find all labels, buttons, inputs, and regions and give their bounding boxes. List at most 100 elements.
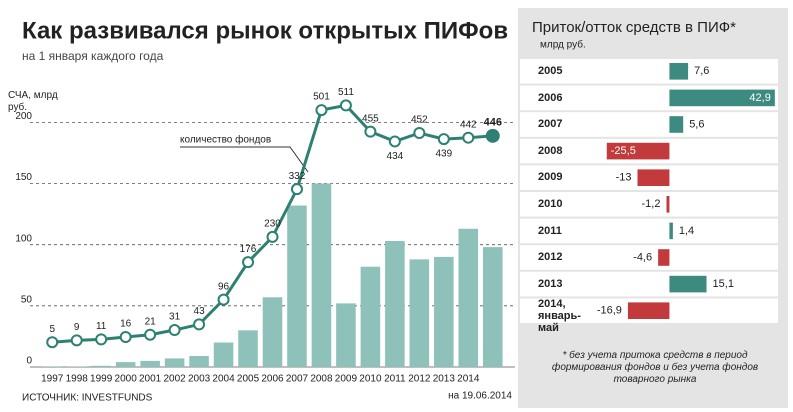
x-tick-label: 2005 <box>237 374 260 385</box>
x-tick-label: 2010 <box>359 374 382 385</box>
row-bg <box>520 192 778 217</box>
bar <box>91 365 111 367</box>
line-point <box>168 324 181 337</box>
point-label: 511 <box>338 87 354 98</box>
chart-title: Приток/отток средств в ПИФ* <box>532 19 736 36</box>
bar <box>115 362 136 367</box>
y-tick-label: 2014, январь-май <box>538 298 581 335</box>
y-tick-label: 2007 <box>538 118 563 131</box>
line-point <box>388 135 401 148</box>
bar <box>385 241 405 367</box>
value-label: 7,6 <box>694 65 709 77</box>
bar <box>213 342 234 367</box>
bar <box>262 297 283 367</box>
y-tick-label: 0 <box>26 356 32 367</box>
bar <box>669 116 684 133</box>
value-label: -13 <box>616 172 632 184</box>
bar <box>669 275 707 293</box>
bar <box>666 196 670 213</box>
line-label: количество фондов <box>180 134 271 146</box>
row-bg <box>520 59 778 84</box>
point-label: 446 <box>484 117 502 129</box>
line-point <box>290 183 303 196</box>
source: ИСТОЧНИК: INVESTFUNDS <box>22 393 153 404</box>
point-label: 5 <box>49 324 55 335</box>
chart-subtitle: млрд руб. <box>540 39 586 51</box>
y-tick-label: 150 <box>15 172 32 183</box>
line-point <box>364 125 377 138</box>
point-label: 455 <box>362 113 379 124</box>
bar <box>238 330 258 367</box>
y-axis-label: СЧА, млрд руб. <box>8 90 58 113</box>
row-bg <box>520 245 778 270</box>
row-bg <box>520 218 778 244</box>
x-tick-label: 2011 <box>384 374 406 385</box>
x-tick-label: 2013 <box>433 374 456 385</box>
x-tick-label: 2001 <box>139 374 162 385</box>
point-label: 452 <box>411 115 428 126</box>
x-tick-label: 1998 <box>66 374 89 385</box>
y-tick-label: 2005 <box>538 65 563 77</box>
x-tick-label: 2000 <box>115 374 138 385</box>
value-label: -4,6 <box>633 251 652 263</box>
line-point <box>413 127 426 140</box>
bar <box>140 360 160 367</box>
value-label: -16,9 <box>597 305 622 317</box>
point-label: 332 <box>289 171 306 182</box>
bar <box>311 183 332 367</box>
bar <box>606 142 670 160</box>
bar <box>409 259 430 367</box>
x-tick-label: 1997 <box>41 374 64 385</box>
x-tick-label: на 19.06.2014 <box>448 391 512 402</box>
point-label: 31 <box>169 312 181 323</box>
bar <box>658 249 670 266</box>
point-label: 21 <box>145 316 157 327</box>
y-tick-label: 2013 <box>538 277 563 290</box>
x-tick-label: 2003 <box>188 374 211 385</box>
x-tick-label: 2014 <box>457 374 480 385</box>
footnote: * без учета притока средств в период фор… <box>551 350 759 385</box>
bar <box>360 266 381 367</box>
line-point <box>485 128 500 143</box>
point-label: 11 <box>96 321 107 332</box>
point-label: 9 <box>74 322 80 333</box>
value-label: 5,6 <box>689 118 704 130</box>
y-tick-label: 200 <box>15 111 32 122</box>
x-tick-label: 2004 <box>212 374 235 385</box>
line-point <box>315 104 328 117</box>
chart-title: Как развивался рынок открытых ПИФов <box>22 17 508 44</box>
bar <box>669 89 775 107</box>
x-tick-label: 2012 <box>408 374 431 385</box>
bar <box>669 63 689 80</box>
line-point <box>46 336 59 349</box>
bar <box>434 256 454 367</box>
line-point <box>266 230 279 243</box>
line-point <box>144 328 157 341</box>
bar <box>669 222 673 240</box>
value-label: -25,5 <box>611 145 636 157</box>
chart-subtitle: на 1 января каждого года <box>22 49 164 63</box>
leader-line <box>180 146 309 173</box>
line-point <box>462 131 475 144</box>
y-tick-label: 2009 <box>538 171 563 184</box>
y-tick-label: 2008 <box>538 144 563 157</box>
point-label: 230 <box>264 219 281 230</box>
row-bg <box>520 271 778 297</box>
line-point <box>70 334 83 347</box>
point-label: 96 <box>218 281 230 292</box>
value-label: 1,4 <box>679 225 694 237</box>
x-tick-label: 2008 <box>310 374 333 385</box>
point-label: 501 <box>313 92 330 103</box>
y-tick-label: 100 <box>15 233 32 244</box>
bar <box>287 205 307 367</box>
line-point <box>119 331 132 344</box>
x-tick-label: 2002 <box>163 374 186 385</box>
bar <box>637 169 670 186</box>
point-label: 43 <box>194 306 206 317</box>
point-label: 434 <box>387 151 404 162</box>
line-point <box>217 293 230 306</box>
bar <box>164 358 185 367</box>
y-tick-label: 2012 <box>538 251 563 264</box>
bar <box>627 302 670 319</box>
bar <box>482 247 503 367</box>
